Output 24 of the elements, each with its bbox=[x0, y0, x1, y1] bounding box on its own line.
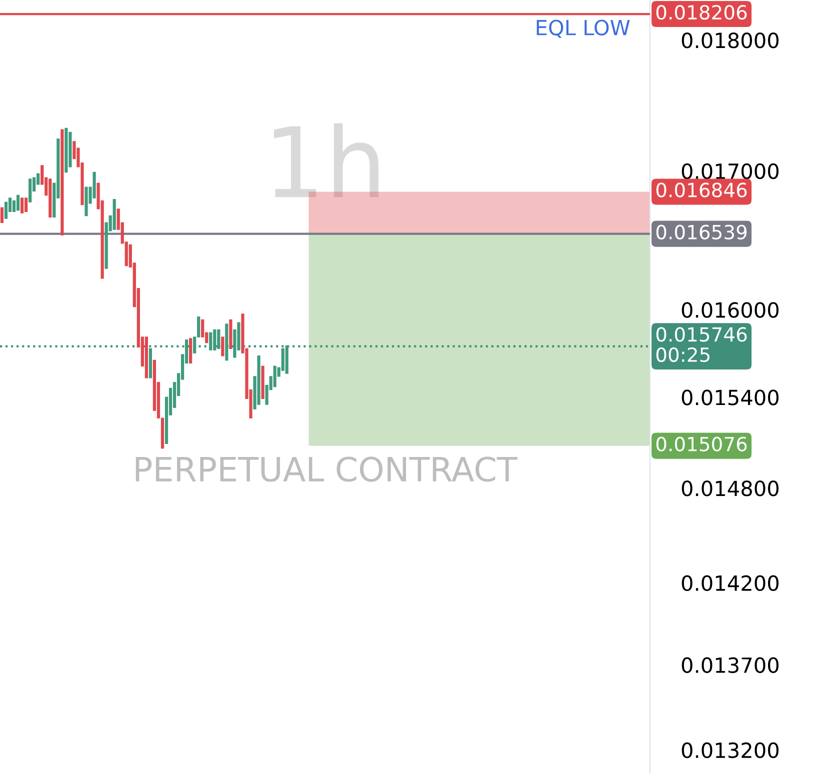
candlestick bbox=[16, 194, 20, 211]
y-tick-label: 0.014200 bbox=[682, 575, 779, 592]
y-tick-label: 0.017000 bbox=[682, 163, 779, 180]
candlestick bbox=[20, 198, 24, 214]
candlestick bbox=[24, 198, 28, 212]
y-tick-label: 0.018000 bbox=[682, 32, 779, 48]
candlestick bbox=[4, 201, 8, 220]
annotation: EQL LOW bbox=[536, 20, 630, 38]
y-tick-label: 0.013200 bbox=[682, 742, 779, 758]
candlestick bbox=[28, 178, 32, 203]
ref-line-label: 0.016539 bbox=[656, 224, 747, 240]
y-tick-label: 0.014800 bbox=[682, 480, 779, 496]
candlestick bbox=[0, 207, 4, 223]
band-label: 0.016846 bbox=[656, 182, 747, 198]
y-tick-label: 0.013700 bbox=[682, 657, 779, 674]
candlestick bbox=[221, 336, 224, 356]
candlestick bbox=[273, 366, 276, 388]
text: PERPETUAL CONTRACT bbox=[136, 456, 518, 482]
ref-line-label: 0.015746 00:25 bbox=[656, 327, 747, 362]
candlestick bbox=[209, 332, 212, 350]
ref-line-label: 0.018206 bbox=[656, 4, 747, 20]
band-label: 0.015076 bbox=[656, 436, 747, 452]
y-tick-label: 0.015400 bbox=[682, 390, 779, 406]
y-tick-label: 0.016000 bbox=[682, 302, 779, 318]
